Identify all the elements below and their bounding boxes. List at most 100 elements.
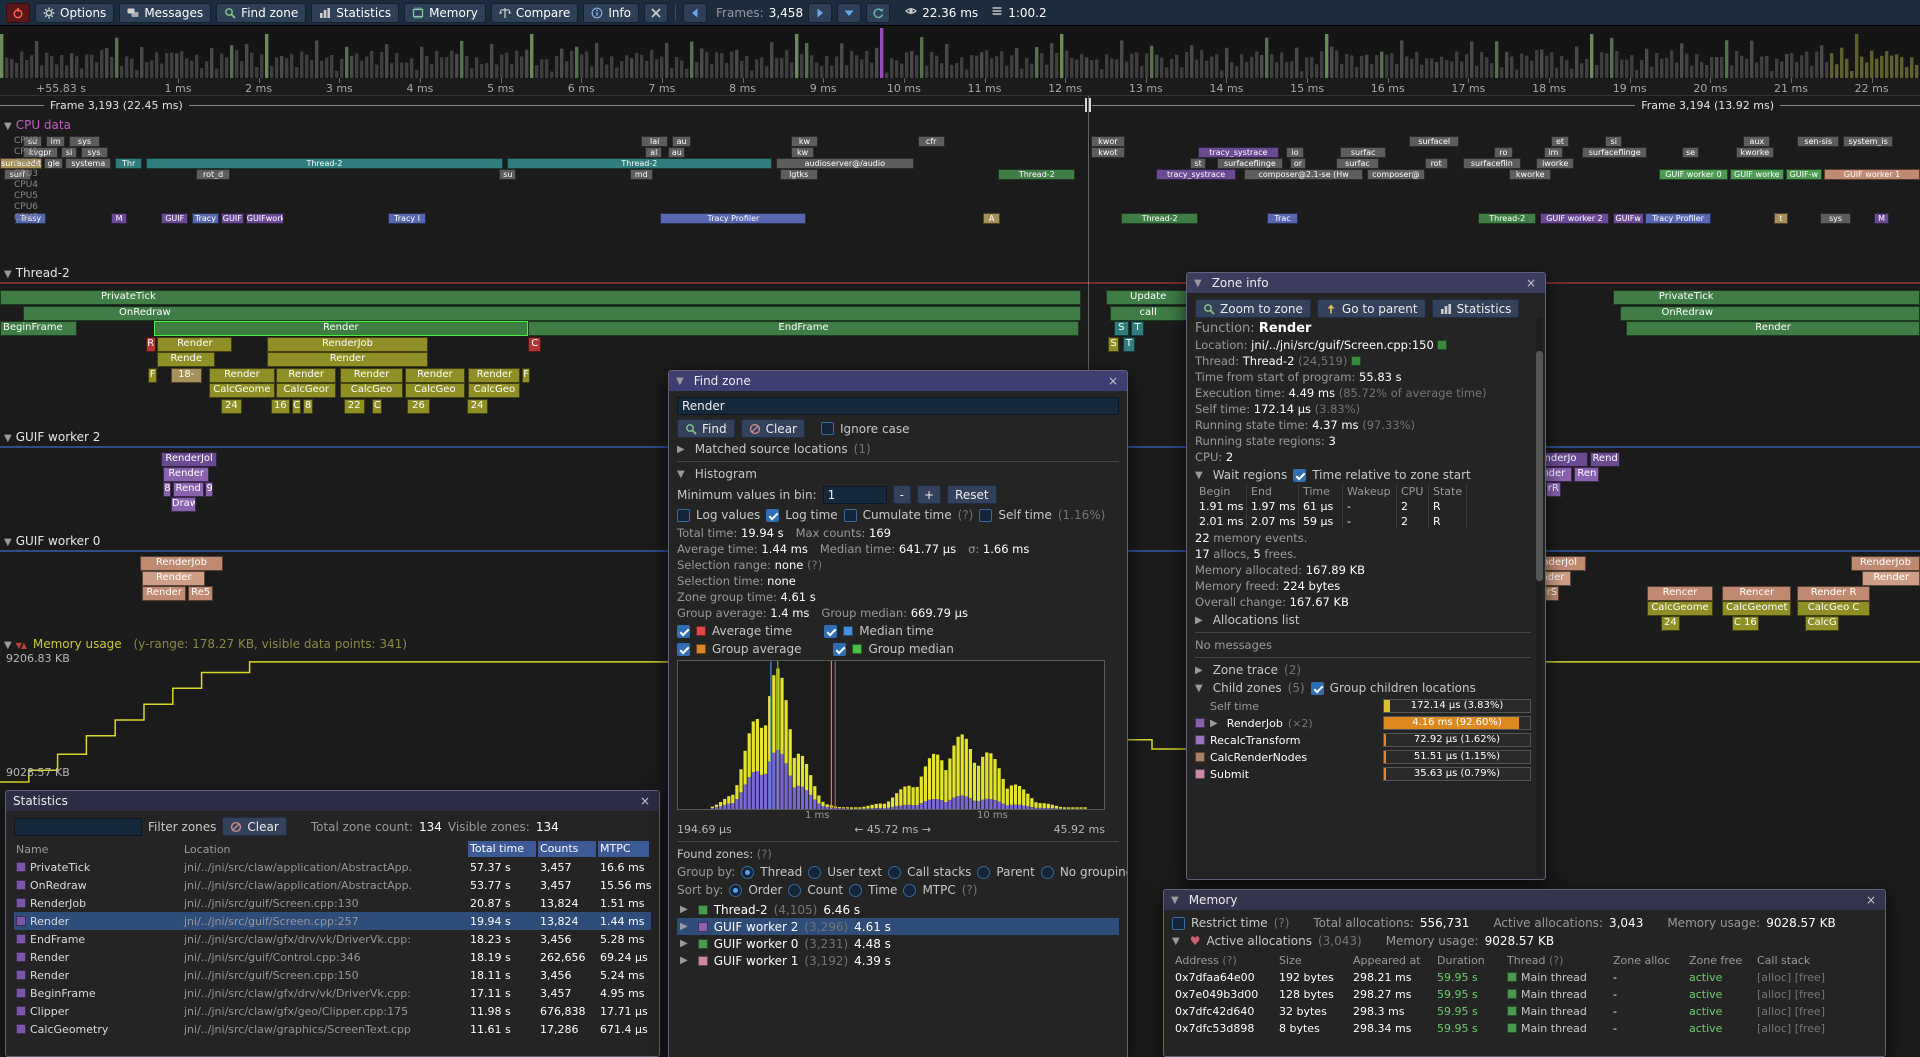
timeline-zone[interactable]: rot: [1424, 158, 1448, 169]
timeline-zone[interactable]: CalcGeo C: [1797, 601, 1871, 616]
frame-3194-segment[interactable]: Frame 3,194 (13.92 ms): [1092, 96, 1920, 114]
refresh-button[interactable]: [866, 2, 891, 23]
find-zone-titlebar[interactable]: ▼ Find zone ×: [669, 371, 1127, 391]
timeline-zone[interactable]: gle: [44, 158, 64, 169]
timeline-zone[interactable]: composer@: [1367, 169, 1425, 180]
timeline-zone[interactable]: si: [1605, 136, 1623, 147]
timeline-zone[interactable]: Render: [276, 367, 336, 383]
timeline-zone[interactable]: Render: [266, 352, 429, 367]
statistics-clear-button[interactable]: Clear: [222, 817, 287, 836]
timeline-zone[interactable]: t: [1774, 213, 1788, 224]
timeline-zone[interactable]: A: [983, 213, 1001, 224]
timeline-zone[interactable]: RenderJob: [140, 556, 223, 571]
timeline-zone[interactable]: Thr: [115, 158, 143, 169]
timeline-zone[interactable]: GUIF: [220, 213, 244, 224]
column-header[interactable]: CPU: [1397, 484, 1429, 499]
timeline-zone[interactable]: Rende: [157, 352, 216, 367]
child-zone-row[interactable]: CalcRenderNodes 51.51 μs (1.15%): [1195, 750, 1531, 764]
timeline-zone[interactable]: CalcGeome: [1647, 601, 1713, 616]
timeline-zone[interactable]: surfac: [1336, 158, 1379, 169]
timeline-zone[interactable]: Tracy Profiler: [1645, 213, 1711, 224]
timeline-zone[interactable]: S: [1113, 321, 1129, 336]
log-time-checkbox[interactable]: [766, 508, 780, 522]
mtpc-radio[interactable]: [903, 883, 917, 897]
close-icon[interactable]: ×: [1525, 276, 1537, 290]
timeline-zone[interactable]: Tracy Profiler: [660, 213, 807, 224]
thread-radio[interactable]: [741, 865, 755, 879]
timeline-zone[interactable]: kworke: [1509, 169, 1552, 180]
column-header[interactable]: MTPC: [598, 841, 649, 857]
timeline-zone[interactable]: lgtks: [779, 169, 818, 180]
timeline-zone[interactable]: st: [1190, 158, 1206, 169]
timeline-zone[interactable]: system_is: [1843, 136, 1894, 147]
timeline-zone[interactable]: PrivateTick: [1612, 290, 1920, 305]
found-zone-group-row[interactable]: ▶ GUIF worker 1 (3,192) 4.39 s: [680, 953, 891, 968]
column-header[interactable]: Total time: [468, 841, 536, 857]
timeline-zone[interactable]: S: [1107, 336, 1120, 352]
timeline-zone[interactable]: C: [528, 336, 542, 352]
no-grouping-radio[interactable]: [1040, 865, 1054, 879]
log-values-checkbox[interactable]: [677, 508, 690, 522]
timeline-zone[interactable]: T: [1130, 321, 1145, 336]
timeline-zone[interactable]: rR: [1545, 482, 1561, 497]
column-header[interactable]: Duration: [1437, 954, 1485, 967]
median-time-checkbox[interactable]: [824, 624, 838, 638]
timeline-zone[interactable]: Render: [405, 367, 465, 383]
timeline-zone[interactable]: su: [499, 169, 517, 180]
timeline-zone[interactable]: sys: [69, 136, 100, 147]
time-radio[interactable]: [849, 883, 863, 897]
timeline-zone[interactable]: 24: [466, 398, 488, 414]
column-header[interactable]: Counts: [538, 841, 596, 857]
column-header[interactable]: Name: [16, 842, 49, 856]
timeline-zone[interactable]: au: [672, 136, 692, 147]
table-row[interactable]: EndFrame jni/../jni/src/claw/gfx/drv/vk/…: [14, 930, 651, 948]
timeline-zone[interactable]: Render: [153, 321, 528, 336]
timeline-zone[interactable]: GUIF: [161, 213, 189, 224]
timeline-zone[interactable]: BeginFrame: [0, 321, 77, 336]
average-time-checkbox[interactable]: [677, 624, 690, 638]
timeline-zone[interactable]: tracy_systrace: [1155, 169, 1237, 180]
table-row[interactable]: OnRedraw jni/../jni/src/claw/application…: [14, 876, 651, 894]
restrict-time-checkbox[interactable]: [1172, 916, 1185, 930]
timeline-zone[interactable]: CalcGeo: [405, 383, 465, 398]
find-zone-button[interactable]: Find zone: [216, 2, 307, 23]
cumulate-time-checkbox[interactable]: [843, 508, 857, 522]
matched-locations-row[interactable]: ▶ Matched source locations (1): [677, 442, 871, 456]
statistics-titlebar[interactable]: Statistics ×: [6, 791, 659, 811]
timeline-zone[interactable]: au: [668, 147, 686, 158]
column-header[interactable]: Zone free: [1689, 954, 1743, 967]
timeline-zone[interactable]: audioserver@/audio: [775, 158, 914, 169]
table-row[interactable]: Render jni/../jni/src/guif/Control.cpp:3…: [14, 948, 651, 966]
timeline-zone[interactable]: Draw: [170, 497, 196, 512]
table-row[interactable]: RenderJob jni/../jni/src/guif/Screen.cpp…: [14, 894, 651, 912]
timeline-zone[interactable]: M: [111, 213, 127, 224]
timeline-zone[interactable]: PrivateTick: [0, 290, 1081, 305]
memory-usage-header[interactable]: ▼ ▼▲ Memory usage (y-range: 178.27 KB, vi…: [4, 637, 407, 651]
close-icon[interactable]: ×: [1865, 893, 1877, 907]
timeline-zone[interactable]: Thread-2: [145, 158, 504, 169]
thread-header[interactable]: ▼ GUIF worker 2: [4, 430, 101, 444]
timeline-zone[interactable]: Render: [209, 367, 275, 383]
messages-button[interactable]: Messages: [119, 2, 212, 23]
timeline-zone[interactable]: GUIF worker 2: [1539, 213, 1609, 224]
timeline-zone[interactable]: RenderJol: [161, 452, 217, 467]
timeline-zone[interactable]: Thread-2: [1478, 213, 1536, 224]
timeline-zone[interactable]: GUIF worke: [1729, 169, 1784, 180]
zone-trace-row[interactable]: ▶ Zone trace (2): [1195, 663, 1302, 677]
timeline-zone[interactable]: C 16: [1731, 616, 1759, 631]
prev-frame-button[interactable]: [683, 2, 708, 23]
timeline-zone[interactable]: sys: [80, 147, 108, 158]
timeline-zone[interactable]: Thread-2: [506, 158, 772, 169]
timeline-zone[interactable]: kw: [791, 136, 818, 147]
collapse-arrow-icon[interactable]: ▼: [1194, 277, 1202, 289]
timeline-zone[interactable]: call: [1109, 305, 1187, 321]
timeline-zone[interactable]: RenderJob: [1850, 556, 1920, 571]
timeline-zone[interactable]: iworke: [1536, 158, 1575, 169]
timeline-zone[interactable]: im: [46, 136, 66, 147]
close-icon[interactable]: ×: [639, 794, 651, 808]
find-button[interactable]: Find: [677, 419, 735, 438]
table-row[interactable]: Clipper jni/../jni/src/claw/gfx/geo/Clip…: [14, 1002, 651, 1020]
table-row[interactable]: BeginFrame jni/../jni/src/claw/gfx/drv/v…: [14, 984, 651, 1002]
group-children-checkbox[interactable]: [1310, 681, 1324, 695]
timeline-zone[interactable]: surfaceflinge: [1582, 147, 1648, 158]
